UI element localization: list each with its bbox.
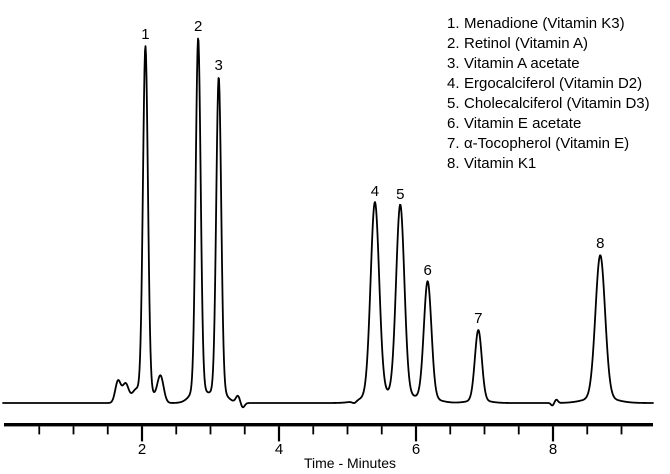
- legend-item-number: 6.: [447, 115, 460, 132]
- chromatogram-trace: [2, 37, 654, 409]
- peak-label-5: 5: [396, 186, 404, 203]
- legend-item-label: Ergocalciferol (Vitamin D2): [464, 75, 643, 92]
- legend-item-5: 5. Cholecalciferol (Vitamin D3): [447, 94, 650, 114]
- peak-label-4: 4: [371, 183, 379, 200]
- legend-item-number: 4.: [447, 75, 460, 92]
- legend-item-label: Vitamin E acetate: [464, 115, 582, 132]
- x-axis-title: Time - Minutes: [304, 455, 396, 471]
- x-axis-tick-label: 4: [275, 441, 283, 458]
- legend-item-label: Menadione (Vitamin K3): [464, 15, 625, 32]
- peak-number-labels: 1 2 3 4 5 6 7 8: [141, 18, 604, 327]
- legend-item-8: 8. Vitamin K1: [447, 154, 650, 174]
- peak-label-1: 1: [141, 26, 149, 43]
- x-axis-tick-label: 6: [412, 441, 420, 458]
- peak-label-7: 7: [474, 310, 482, 327]
- legend-item-label: Vitamin K1: [464, 155, 537, 172]
- legend-item-1: 1. Menadione (Vitamin K3): [447, 14, 650, 34]
- legend-item-label: Retinol (Vitamin A): [464, 35, 588, 52]
- legend-item-4: 4. Ergocalciferol (Vitamin D2): [447, 74, 650, 94]
- legend-item-label: Vitamin A acetate: [464, 55, 580, 72]
- legend-item-number: 5.: [447, 95, 460, 112]
- x-axis-line: [4, 423, 653, 427]
- peak-label-8: 8: [596, 235, 604, 252]
- x-axis: 2 4 6 8: [4, 423, 653, 458]
- legend-item-number: 7.: [447, 135, 460, 152]
- legend-item-7: 7. α-Tocopherol (Vitamin E): [447, 134, 650, 154]
- x-axis-tick-label: 8: [549, 441, 557, 458]
- peak-label-6: 6: [423, 262, 431, 279]
- peak-legend: 1. Menadione (Vitamin K3) 2. Retinol (Vitam…: [447, 14, 650, 174]
- legend-item-2: 2. Retinol (Vitamin A): [447, 34, 650, 54]
- legend-item-6: 6. Vitamin E acetate: [447, 114, 650, 134]
- x-axis-tick-label: 2: [138, 441, 146, 458]
- peak-label-3: 3: [215, 57, 223, 74]
- legend-item-number: 3.: [447, 55, 460, 72]
- legend-item-number: 2.: [447, 35, 460, 52]
- legend-item-3: 3. Vitamin A acetate: [447, 54, 650, 74]
- legend-item-number: 1.: [447, 15, 460, 32]
- legend-item-number: 8.: [447, 155, 460, 172]
- peak-label-2: 2: [194, 18, 202, 35]
- legend-item-label: α-Tocopherol (Vitamin E): [464, 135, 630, 152]
- legend-item-label: Cholecalciferol (Vitamin D3): [464, 95, 650, 112]
